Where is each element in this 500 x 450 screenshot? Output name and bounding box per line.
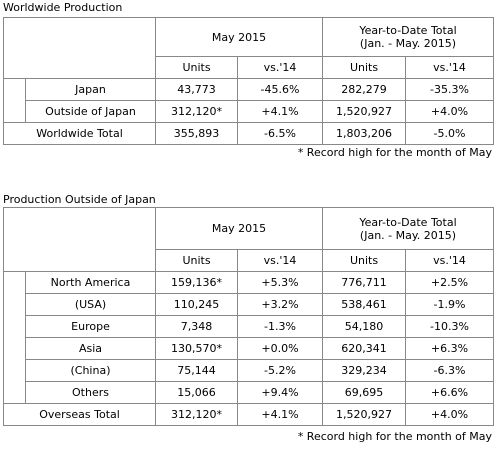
data-row: Others 15,066 +9.4% 69,695 +6.6% [4,381,495,404]
data-row: Asia 130,570* +0.0% 620,341 +6.3% [4,337,495,360]
data-row: Europe 7,348 -1.3% 54,180 -10.3% [4,315,495,338]
value-cell: 43,773 [155,78,238,101]
header-row: May 2015 Year-to-Date Total (Jan. - May. 2… [3,207,495,272]
value-cell: 776,711 [322,271,407,294]
data-row: (USA) 110,245 +3.2% 538,461 -1.9% [4,293,495,316]
column-header: vs.'14 [236,249,324,272]
row-label: Outside of Japan [25,100,156,123]
row-label: Japan [25,78,156,101]
data-row: Outside of Japan 312,120* +4.1% 1,520,927 +4… [4,100,495,123]
column-header: Units [155,56,238,79]
value-cell: -6.3% [405,359,495,382]
value-cell: 538,461 [322,293,407,316]
value-cell: 110,245 [155,293,238,316]
value-cell: 75,144 [155,359,238,382]
header-cell: May 2015 [154,17,324,57]
value-cell: 282,279 [322,78,407,101]
value-cell: 1,520,927 [322,100,407,123]
header-row: May 2015 Year-to-Date Total (Jan. - May. 2… [3,17,495,79]
value-cell: 15,066 [155,381,238,404]
header-text: Year-to-Date Total [359,24,457,37]
column-header: vs.'14 [236,56,324,79]
value-cell: 620,341 [322,337,407,360]
table: May 2015 Year-to-Date Total (Jan. - May. 2… [3,207,495,426]
value-cell: 312,120* [155,403,238,426]
row-label: Others [25,381,156,404]
row-label: (USA) [25,293,156,316]
empty-cell [3,207,156,272]
row-label: Asia [25,337,156,360]
empty-cell [3,17,156,79]
value-cell: +6.3% [405,337,495,360]
header-cell: Year-to-Date Total (Jan. - May. 2015) [322,207,495,250]
value-cell: +2.5% [405,271,495,294]
header-cell: May 2015 [154,207,324,250]
section-title: Production Outside of Japan [3,193,156,206]
value-cell: 355,893 [155,122,238,145]
value-cell: +4.1% [236,100,324,123]
value-cell: +6.6% [405,381,495,404]
total-row: Worldwide Total 355,893 -6.5% 1,803,206 -5.0… [3,122,495,145]
value-cell: +4.1% [236,403,324,426]
data-row: (China) 75,144 -5.2% 329,234 -6.3% [4,359,495,382]
row-label: Europe [25,315,156,338]
header-text: Year-to-Date Total [359,215,457,229]
value-cell: 7,348 [155,315,238,338]
note: * Record high for the month of May [297,430,492,443]
value-cell: +9.4% [236,381,324,404]
value-cell: 54,180 [322,315,407,338]
value-cell: 312,120* [155,100,238,123]
row-label: North America [25,271,156,294]
header-text: (Jan. - May. 2015) [359,228,457,242]
value-cell: -5.0% [405,122,495,145]
value-cell: -45.6% [236,78,324,101]
indent-cell [3,78,26,123]
value-cell: -10.3% [405,315,495,338]
value-cell: 130,570* [155,337,238,360]
column-header: Units [322,249,407,272]
column-header: vs.'14 [405,56,495,79]
value-cell: -35.3% [405,78,495,101]
value-cell: -1.3% [236,315,324,338]
value-cell: +0.0% [236,337,324,360]
data-row: Japan 43,773 -45.6% 282,279 -35.3% [3,78,495,123]
value-cell: +4.0% [405,403,495,426]
value-cell: 159,136* [155,271,238,294]
data-row: North America 159,136* +5.3% 776,711 +2.5% [3,271,495,404]
value-cell: +3.2% [236,293,324,316]
value-cell: 69,695 [322,381,407,404]
header-text: (Jan. - May. 2015) [359,37,457,50]
row-label: Worldwide Total [3,122,156,145]
table: May 2015 Year-to-Date Total (Jan. - May. 2… [3,17,495,145]
column-header: Units [155,249,238,272]
indent-cell [3,271,26,404]
row-label: Overseas Total [3,403,156,426]
row-label: (China) [25,359,156,382]
value-cell: -1.9% [405,293,495,316]
value-cell: -5.2% [236,359,324,382]
value-cell: 1,520,927 [322,403,407,426]
column-header: vs.'14 [405,249,495,272]
header-cell: Year-to-Date Total (Jan. - May. 2015) [322,17,495,57]
value-cell: 329,234 [322,359,407,382]
note: * Record high for the month of May [297,146,492,159]
total-row: Overseas Total 312,120* +4.1% 1,520,927 +4.0… [3,403,495,426]
column-header: Units [322,56,407,79]
value-cell: +5.3% [236,271,324,294]
value-cell: -6.5% [236,122,324,145]
value-cell: 1,803,206 [322,122,407,145]
value-cell: +4.0% [405,100,495,123]
section-title: Worldwide Production [3,1,123,14]
